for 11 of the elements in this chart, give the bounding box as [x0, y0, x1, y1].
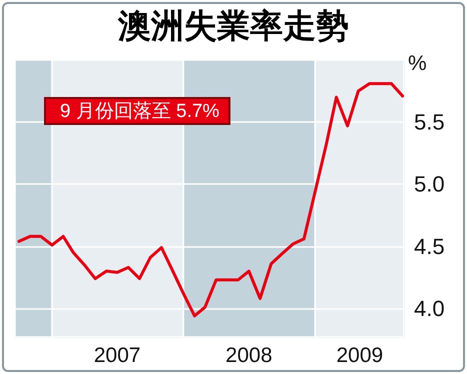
line-series [17, 82, 404, 318]
y-tick-label: 4.0 [414, 296, 445, 321]
y-tick-label: 4.5 [414, 234, 445, 259]
x-tick-label: 2008 [226, 344, 272, 367]
y-tick-label: 5.5 [414, 110, 445, 135]
y-tick-label: 5.0 [414, 172, 445, 197]
annotation: 9 月份回落至 5.7% [60, 101, 220, 122]
chart-title: 澳洲失業率走勢 [117, 7, 349, 44]
y-axis-title: % [408, 52, 427, 75]
x-tick-label: 2007 [94, 344, 141, 367]
x-tick-label: 2009 [336, 344, 384, 367]
